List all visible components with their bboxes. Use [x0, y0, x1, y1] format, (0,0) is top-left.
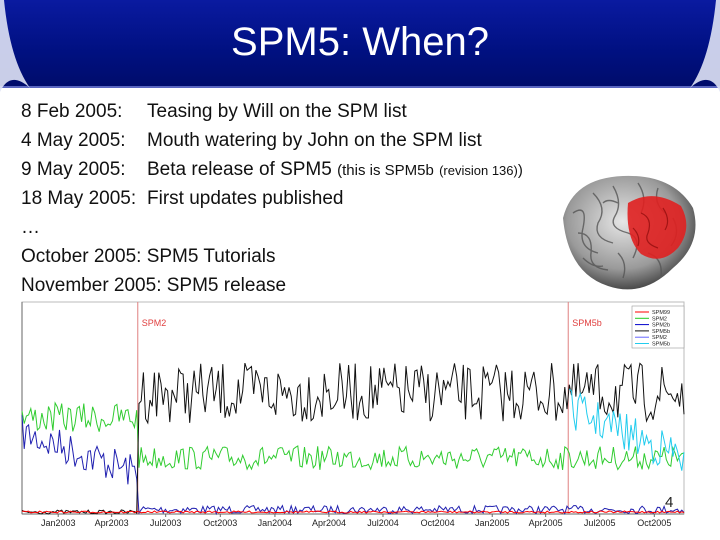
usage-line-chart: Jan2003 Apr2003 Jul2003 Oct2003 Jan2004 Apr20…	[21, 301, 685, 528]
legend-label: SPM5b	[652, 342, 670, 348]
timeline-item: 9 May 2005: Beta release of SPM5 (this is…	[21, 155, 581, 184]
timeline-text: Teasing by Will on the SPM list	[147, 101, 407, 122]
legend-label: SPM2	[652, 335, 667, 341]
timeline-date: 9 May 2005:	[21, 159, 126, 180]
timeline-text: First updates published	[147, 188, 344, 209]
x-tick-label: Jan2004	[258, 518, 293, 528]
x-tick-label: Oct2005	[637, 518, 671, 528]
timeline-text: Mouth watering by John on the SPM list	[147, 130, 482, 151]
x-tick-label: Oct2004	[421, 518, 455, 528]
timeline-date: 4 May 2005:	[21, 130, 126, 151]
release-marker-label: SPM2	[142, 318, 167, 328]
page-number: 4	[665, 494, 674, 511]
x-tick-label: Oct2003	[203, 518, 237, 528]
timeline-item: November 2005: SPM5 release	[21, 275, 287, 296]
x-tick-label: Jul2005	[584, 518, 616, 528]
brain-activation	[627, 196, 687, 259]
right-curl-decoration	[690, 0, 720, 92]
title-bar	[0, 0, 720, 88]
x-tick-label: Apr2004	[312, 518, 346, 528]
timeline-note: this is SPM5b	[342, 162, 434, 179]
brain-render-image	[563, 175, 696, 290]
x-tick-label: Jan2005	[475, 518, 510, 528]
timeline-item: 4 May 2005: Mouth watering by John on the…	[21, 126, 581, 155]
legend-label: SPM99	[652, 310, 670, 316]
release-marker-label: SPM5b	[572, 318, 602, 328]
series-line	[21, 401, 685, 471]
timeline-ellipsis: …	[21, 217, 40, 238]
series-line	[21, 510, 685, 514]
series-line	[21, 414, 685, 516]
x-tick-label: Apr2005	[529, 518, 563, 528]
series-line	[568, 388, 685, 471]
legend-label: SPM5b	[652, 329, 670, 335]
legend-label: SPM2b	[652, 323, 670, 329]
x-tick-label: Jul2004	[367, 518, 399, 528]
timeline-item: October 2005: SPM5 Tutorials	[21, 246, 276, 267]
timeline-date: 18 May 2005:	[21, 188, 137, 209]
timeline-date: 8 Feb 2005:	[21, 101, 123, 122]
timeline-text: Beta release of SPM5	[147, 159, 332, 180]
timeline-paren-close: )	[517, 162, 523, 179]
x-tick-label: Apr2003	[95, 518, 129, 528]
x-tick-label: Jul2003	[150, 518, 182, 528]
timeline-revision: (revision 136)	[439, 163, 518, 178]
slide-title: SPM5: When?	[231, 20, 489, 64]
legend-box	[631, 305, 685, 349]
left-curl-decoration	[0, 0, 30, 92]
timeline-list: 8 Feb 2005: Teasing by Will on the SPM li…	[21, 97, 581, 300]
timeline-paren-open: (	[337, 162, 343, 179]
title-bar-underline	[0, 86, 720, 88]
timeline-item: 18 May 2005: First updates published	[21, 184, 581, 213]
timeline-item: 8 Feb 2005: Teasing by Will on the SPM li…	[21, 97, 581, 126]
legend-label: SPM2	[652, 316, 667, 322]
x-tick-label: Jan2003	[41, 518, 76, 528]
